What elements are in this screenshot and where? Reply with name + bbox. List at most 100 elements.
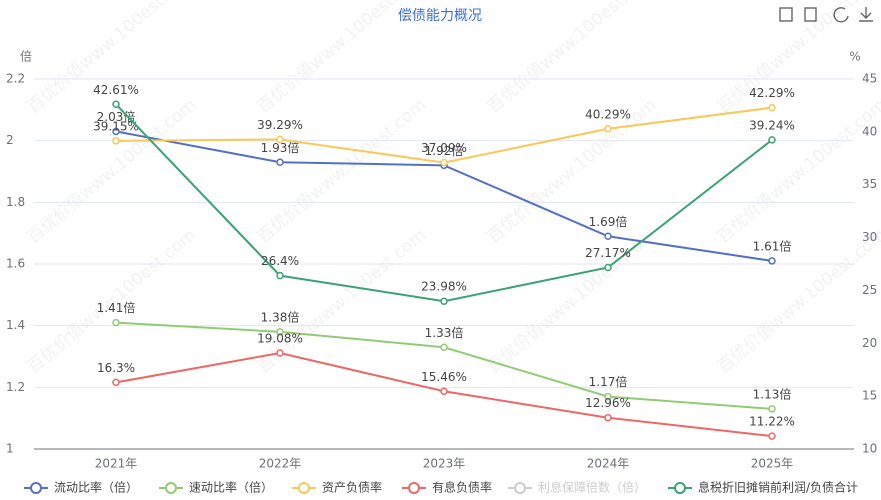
data-label: 1.33倍 <box>425 325 464 340</box>
data-label: 42.29% <box>749 86 795 100</box>
data-label: 16.3% <box>97 361 135 375</box>
legend-item[interactable]: 速动比率（倍） <box>159 480 273 495</box>
data-label: 26.4% <box>261 254 299 268</box>
toolbox[interactable] <box>779 7 873 23</box>
data-label: 27.17% <box>585 246 631 260</box>
y2-tick-label: 20 <box>862 336 877 350</box>
watermark: 百优价值www.100est.com <box>484 0 661 118</box>
data-view-icon[interactable] <box>779 7 793 22</box>
y2-tick-label: 25 <box>862 283 877 297</box>
legend-item[interactable]: 利息保障倍数（倍） <box>508 480 646 495</box>
data-point <box>768 405 776 413</box>
legend-marker <box>674 482 686 494</box>
data-label: 19.08% <box>257 332 303 346</box>
legend-label: 有息负债率 <box>432 480 492 495</box>
data-point <box>604 125 612 133</box>
data-label: 15.46% <box>421 370 467 384</box>
data-label: 42.61% <box>93 83 139 97</box>
data-point <box>112 318 120 327</box>
legend-item[interactable]: 流动比率（倍） <box>24 480 138 495</box>
watermark: 百优价值www.100est.com <box>714 225 881 378</box>
legend-label: 资产负债率 <box>322 480 382 495</box>
data-point <box>768 103 776 112</box>
data-point <box>768 432 776 440</box>
data-label: 12.96% <box>585 396 631 410</box>
x-tick-label: 2021年 <box>95 457 138 471</box>
y-tick-label: 1.6 <box>6 257 25 271</box>
y2-tick-label: 30 <box>862 230 877 244</box>
x-tick-label: 2023年 <box>423 457 466 471</box>
y2-tick-label: 35 <box>862 177 877 191</box>
data-point <box>112 378 120 387</box>
x-tick-label: 2022年 <box>259 457 302 471</box>
y2-axis-name: % <box>849 50 860 64</box>
y2-tick-label: 10 <box>862 442 877 456</box>
data-label: 1.69倍 <box>589 214 628 229</box>
data-label: 37.09% <box>421 141 467 155</box>
legend-label: 流动比率（倍） <box>54 480 138 495</box>
data-point <box>112 137 120 145</box>
legend-item[interactable]: 资产负债率 <box>292 480 382 495</box>
y-tick-label: 2 <box>6 133 14 147</box>
data-point <box>604 263 612 272</box>
data-label: 1.13倍 <box>753 386 792 401</box>
legend-label: 速动比率（倍） <box>189 480 273 495</box>
data-point <box>604 413 612 422</box>
data-label: 1.38倍 <box>261 309 300 324</box>
legend-item[interactable]: 有息负债率 <box>402 480 492 495</box>
y-axis-name: 倍 <box>20 49 32 64</box>
data-point <box>440 158 448 167</box>
legend-marker <box>298 482 310 494</box>
zoom-icon[interactable] <box>804 7 817 22</box>
data-label: 1.17倍 <box>589 374 628 389</box>
data-point <box>604 392 612 401</box>
data-point <box>276 158 284 166</box>
data-label: 1.61倍 <box>753 238 792 253</box>
data-point <box>276 271 284 280</box>
data-label: 40.29% <box>585 107 631 121</box>
data-point <box>276 135 284 144</box>
legend-marker <box>408 482 420 494</box>
legend-item[interactable]: 息税折旧摊销前利润/负债合计 <box>668 480 858 495</box>
y2-tick-label: 45 <box>862 72 877 86</box>
data-label: 23.98% <box>421 280 467 294</box>
data-point <box>440 297 448 305</box>
chart-title: 偿债能力概况 <box>398 8 482 24</box>
watermark: 百优价值www.100est.com <box>714 95 881 248</box>
x-tick-label: 2024年 <box>587 457 630 471</box>
data-point <box>604 232 612 240</box>
y-tick-label: 1.4 <box>6 318 25 332</box>
data-label: 39.29% <box>257 118 303 132</box>
data-point <box>112 100 120 109</box>
y2-tick-label: 15 <box>862 389 877 403</box>
data-label: 11.22% <box>749 415 795 429</box>
data-point <box>276 328 284 336</box>
data-label: 1.93倍 <box>261 140 300 155</box>
legend-label: 利息保障倍数（倍） <box>538 480 646 495</box>
legend-marker <box>30 482 42 494</box>
data-label: 1.41倍 <box>97 300 136 315</box>
data-point <box>768 257 776 265</box>
data-point <box>440 387 448 396</box>
restore-icon[interactable] <box>833 7 849 23</box>
legend-marker <box>165 482 177 494</box>
watermark: 百优价值www.100est.com <box>24 0 201 118</box>
y-tick-label: 1 <box>6 442 14 456</box>
data-label: 39.24% <box>749 118 795 132</box>
x-tick-label: 2025年 <box>751 457 794 471</box>
data-point <box>276 349 284 357</box>
legend-marker <box>514 482 526 494</box>
y-tick-label: 1.8 <box>6 195 25 209</box>
y-tick-label: 2.2 <box>6 72 25 86</box>
data-label: 1.92倍 <box>425 143 464 158</box>
y-tick-label: 1.2 <box>6 380 25 394</box>
y2-tick-label: 40 <box>862 124 877 138</box>
data-point <box>440 343 448 351</box>
data-label: 39.15% <box>93 119 139 133</box>
legend-label: 息税折旧摊销前利润/负债合计 <box>698 480 858 495</box>
data-point <box>768 136 776 144</box>
save-icon[interactable] <box>859 7 873 22</box>
data-label: 2.03倍 <box>97 109 136 124</box>
watermark: 百优价值www.100est.com <box>484 95 661 248</box>
